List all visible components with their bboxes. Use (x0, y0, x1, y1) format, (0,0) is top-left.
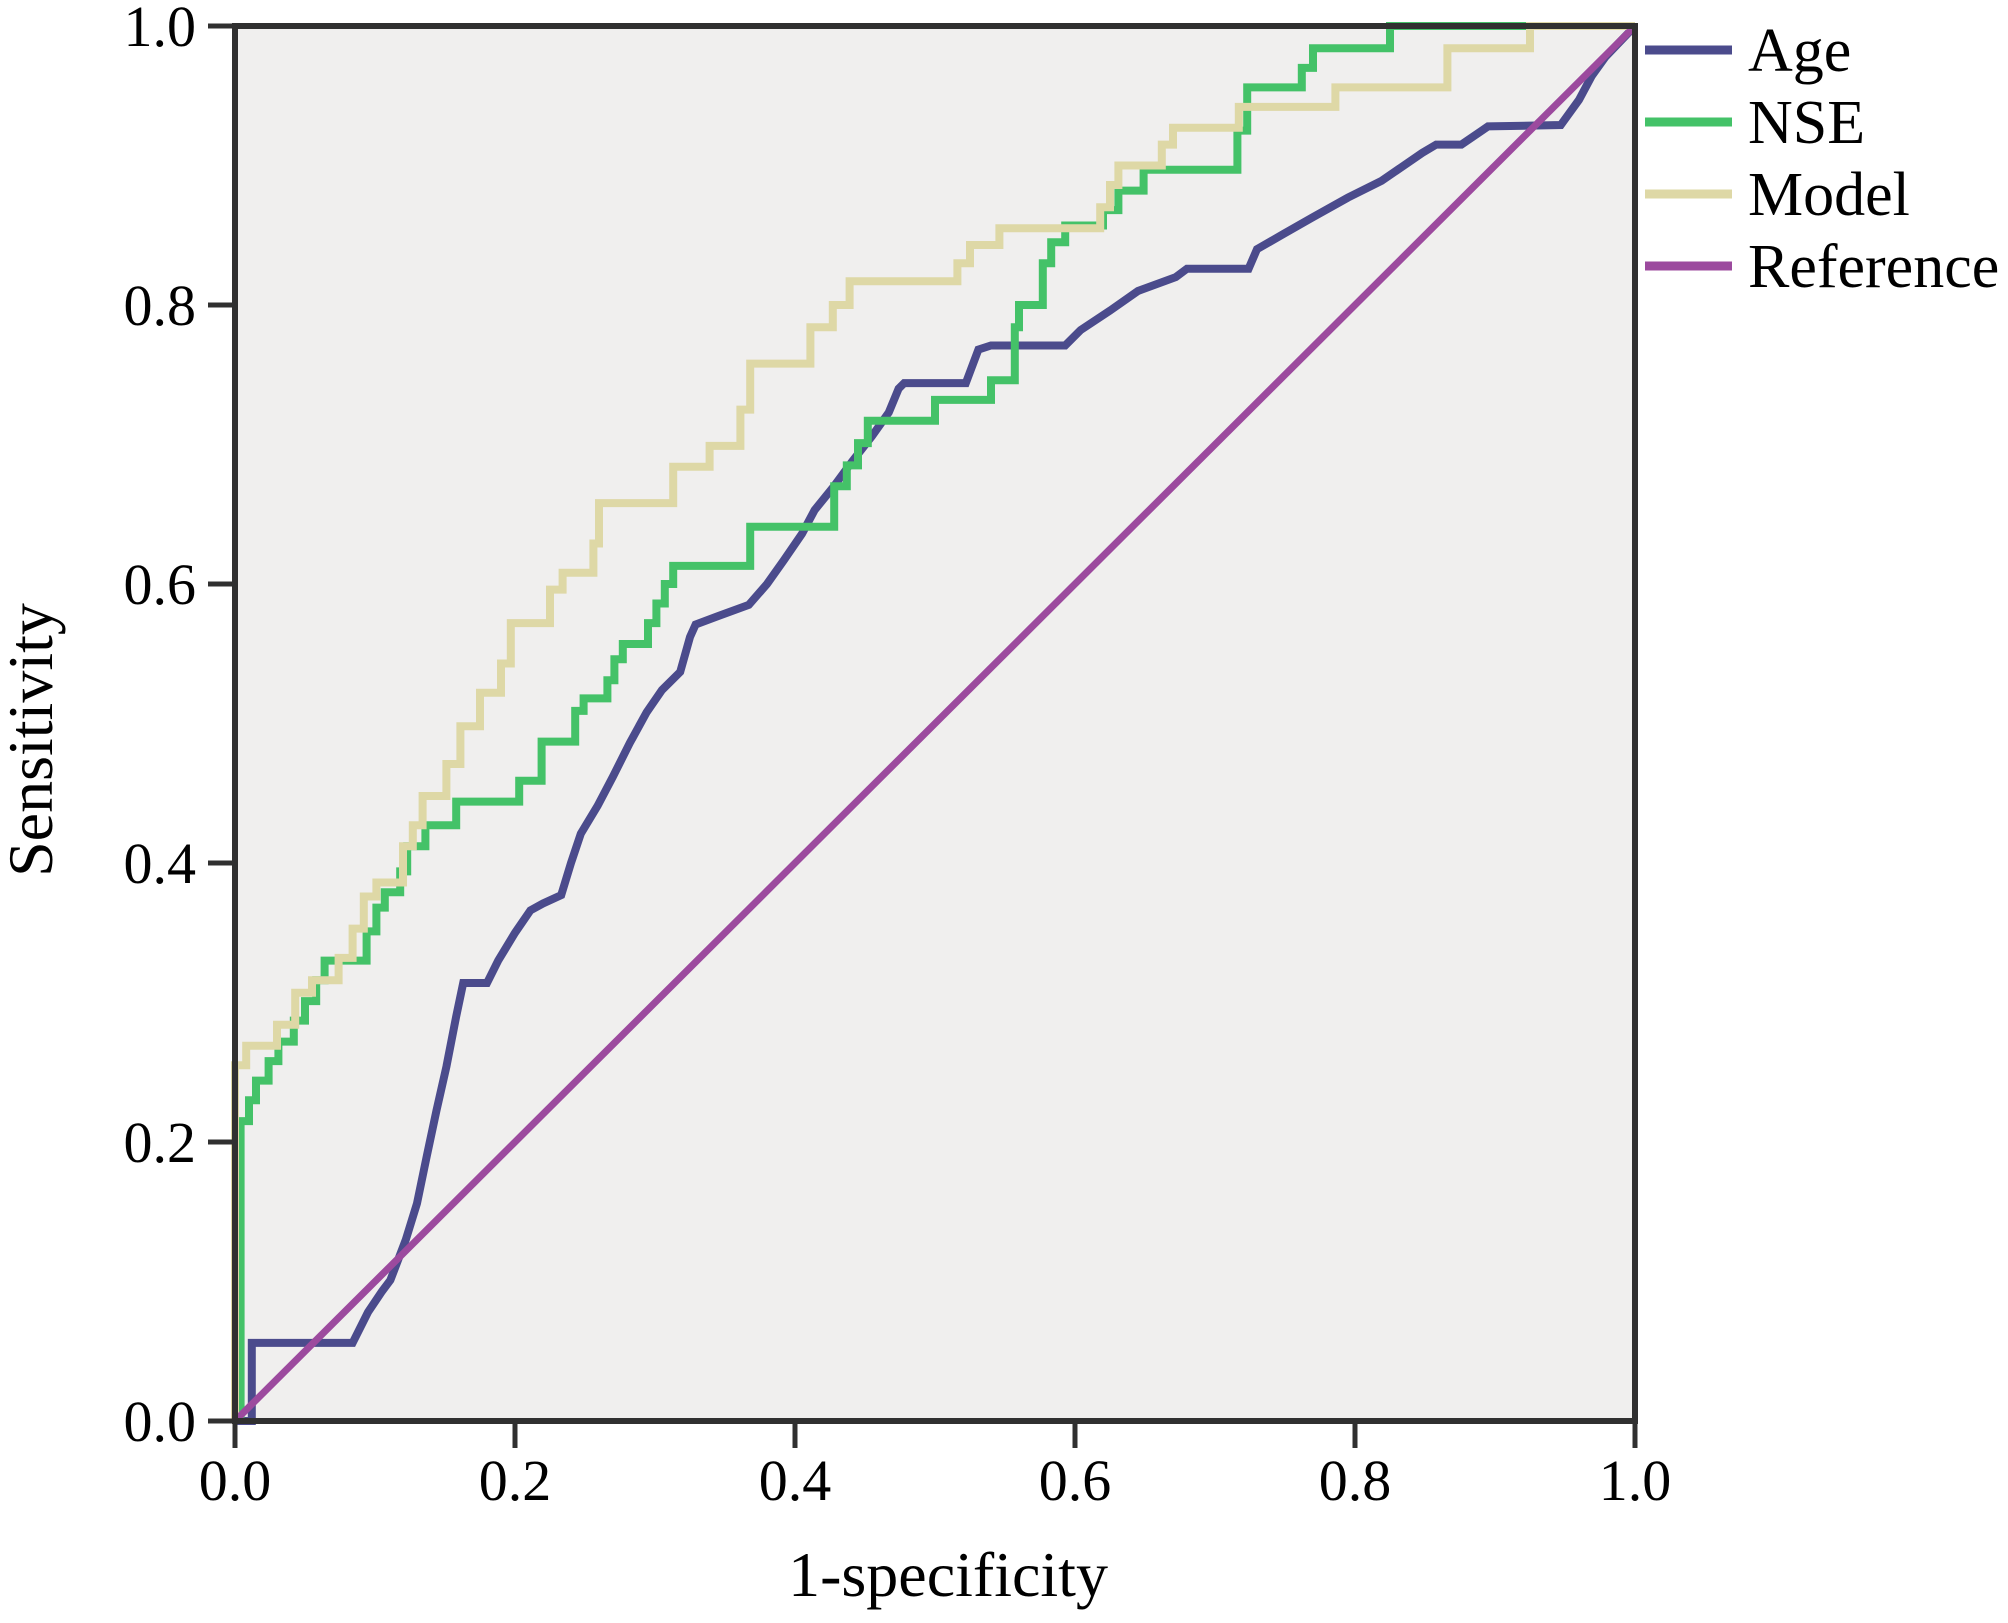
reference-curve (232, 23, 1638, 1424)
x-tick-label: 0.4 (759, 1448, 832, 1513)
y-tick-label: 0.8 (124, 273, 197, 338)
model-curve (231, 22, 1635, 1421)
y-tick-label: 0.2 (124, 1110, 197, 1175)
plot-frame (232, 23, 1638, 1424)
legend-label-model: Model (1748, 161, 1910, 229)
legend-item-age: Age (1645, 17, 1851, 85)
legend-label-nse: NSE (1748, 89, 1865, 157)
y-tick-label: 0.0 (124, 1389, 197, 1454)
x-axis-title: 1-specificity (788, 1539, 1108, 1610)
x-tick-label: 0.2 (479, 1448, 552, 1513)
x-axis: 0.0 0.2 0.4 0.6 0.8 1.0 (199, 1424, 1672, 1513)
legend-label-age: Age (1748, 17, 1851, 85)
legend: Age NSE Model Reference (1645, 17, 1999, 301)
legend-item-reference: Reference (1645, 233, 1999, 301)
x-tick-label: 0.8 (1319, 1448, 1392, 1513)
y-tick-label: 1.0 (124, 0, 197, 59)
x-tick-label: 0.0 (199, 1448, 272, 1513)
legend-item-model: Model (1645, 161, 1910, 229)
y-axis: 0.0 0.2 0.4 0.6 0.8 1.0 (124, 0, 232, 1454)
x-tick-label: 0.6 (1039, 1448, 1112, 1513)
legend-item-nse: NSE (1645, 89, 1865, 157)
age-curve (235, 23, 1638, 1425)
y-tick-label: 0.6 (124, 552, 197, 617)
y-tick-label: 0.4 (124, 831, 197, 896)
x-tick-label: 1.0 (1599, 1448, 1672, 1513)
legend-label-reference: Reference (1748, 233, 1999, 301)
curves-group (231, 22, 1638, 1425)
y-axis-title: Sensitivity (0, 603, 66, 877)
